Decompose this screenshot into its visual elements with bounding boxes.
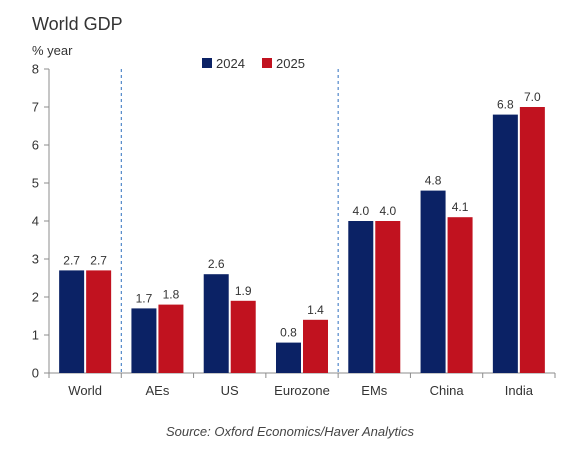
x-tick-label: AEs — [146, 383, 170, 398]
y-tick-label: 4 — [32, 214, 39, 229]
bar-2025 — [447, 217, 473, 373]
data-label: 2.6 — [208, 257, 225, 271]
data-label: 4.0 — [352, 204, 369, 218]
data-label: 7.0 — [524, 90, 541, 104]
legend-swatch — [262, 58, 272, 68]
data-label: 2.7 — [90, 253, 107, 267]
y-tick-label: 8 — [32, 62, 39, 77]
data-label: 1.7 — [136, 291, 153, 305]
y-tick-label: 1 — [32, 328, 39, 343]
legend-swatch — [202, 58, 212, 68]
bar-2025 — [86, 270, 112, 373]
bar-2024 — [348, 221, 374, 373]
x-tick-label: US — [221, 383, 239, 398]
bar-2024 — [59, 270, 85, 373]
data-label: 2.7 — [63, 253, 80, 267]
bar-2024 — [276, 342, 301, 373]
x-tick-label: India — [505, 383, 534, 398]
source-note: Source: Oxford Economics/Haver Analytics — [165, 424, 415, 439]
y-tick-label: 7 — [32, 100, 39, 115]
y-tick-label: 2 — [32, 290, 39, 305]
bar-2024 — [203, 274, 229, 373]
bar-2025 — [375, 221, 401, 373]
bar-2025 — [230, 300, 256, 373]
data-label: 6.8 — [497, 98, 514, 112]
x-tick-label: Eurozone — [274, 383, 330, 398]
y-tick-label: 5 — [32, 176, 39, 191]
bar-2025 — [519, 107, 545, 373]
data-label: 0.8 — [280, 326, 297, 340]
data-label: 1.9 — [235, 284, 252, 298]
y-tick-label: 6 — [32, 138, 39, 153]
x-tick-label: EMs — [361, 383, 388, 398]
legend-label: 2024 — [216, 56, 245, 71]
x-tick-label: China — [430, 383, 465, 398]
chart-title: World GDP — [32, 14, 123, 34]
bar-2025 — [158, 304, 184, 373]
y-tick-label: 3 — [32, 252, 39, 267]
data-label: 4.8 — [425, 174, 442, 188]
bar-2024 — [131, 308, 157, 373]
bar-2024 — [492, 114, 518, 373]
data-label: 1.4 — [307, 303, 324, 317]
bar-2025 — [303, 319, 328, 373]
data-label: 1.8 — [163, 288, 180, 302]
x-tick-label: World — [68, 383, 102, 398]
data-label: 4.0 — [379, 204, 396, 218]
bar-2024 — [420, 190, 446, 373]
data-label: 4.1 — [452, 200, 469, 214]
legend-label: 2025 — [276, 56, 305, 71]
y-tick-label: 0 — [32, 366, 39, 381]
y-axis-label: % year — [32, 43, 73, 58]
